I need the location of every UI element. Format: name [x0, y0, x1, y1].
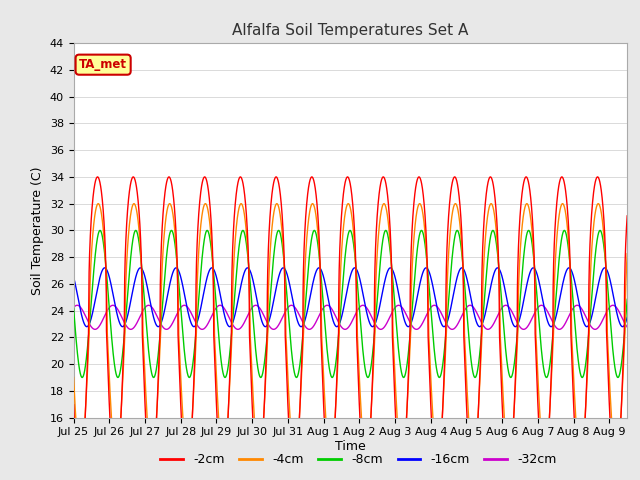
Legend: -2cm, -4cm, -8cm, -16cm, -32cm: -2cm, -4cm, -8cm, -16cm, -32cm	[156, 448, 561, 471]
Text: TA_met: TA_met	[79, 58, 127, 71]
Title: Alfalfa Soil Temperatures Set A: Alfalfa Soil Temperatures Set A	[232, 23, 468, 38]
Y-axis label: Soil Temperature (C): Soil Temperature (C)	[31, 166, 44, 295]
X-axis label: Time: Time	[335, 440, 366, 453]
